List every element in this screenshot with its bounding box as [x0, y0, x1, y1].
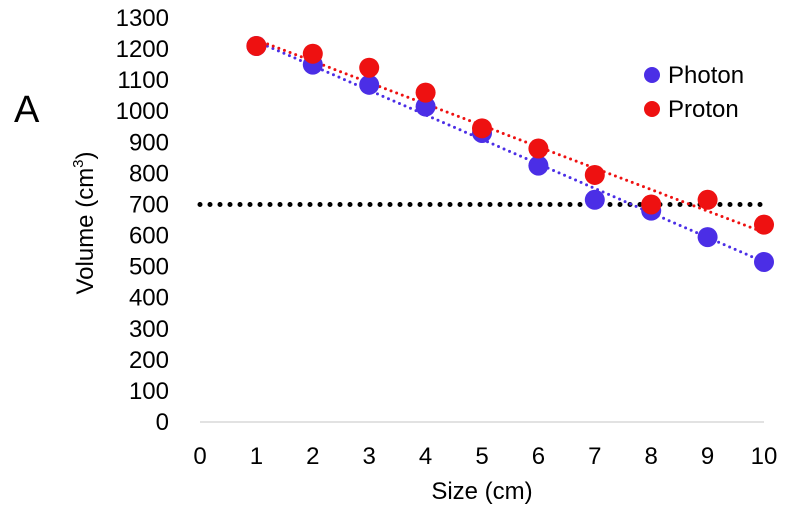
plot-area: [197, 35, 774, 423]
photon-point: [754, 251, 774, 272]
photon-trendline: [254, 39, 766, 264]
y-tick-label: 900: [129, 129, 169, 156]
photon-legend-label: Photon: [668, 62, 744, 89]
y-axis-title-close: ): [72, 151, 99, 159]
x-tick-label: 1: [250, 443, 263, 470]
x-tick-label: 3: [363, 443, 376, 470]
x-tick-label: 4: [419, 443, 432, 470]
photon-point: [528, 155, 549, 176]
y-tick-label: 800: [129, 160, 169, 187]
x-tick-label: 9: [701, 443, 714, 470]
y-tick-label: 600: [129, 223, 169, 250]
x-tick-label: 6: [532, 443, 545, 470]
y-tick-label: 1200: [116, 36, 169, 63]
y-axis-title-superscript: 3: [70, 159, 87, 167]
x-tick-label: 7: [588, 443, 601, 470]
y-tick-label: 400: [129, 285, 169, 312]
y-axis-title: Volume (cm3): [70, 151, 99, 294]
proton-point: [472, 118, 492, 139]
y-tick-label: 1100: [117, 67, 169, 94]
proton-point: [302, 43, 323, 64]
y-tick-label: 0: [156, 409, 169, 436]
y-tick-label: 500: [129, 254, 169, 281]
proton-point: [415, 82, 436, 103]
photon-point: [359, 74, 380, 95]
photon-legend-marker: [644, 67, 660, 83]
trendline-layer: [254, 38, 766, 264]
proton-trendline: [254, 38, 766, 234]
photon-point: [415, 96, 436, 117]
y-tick-label: 100: [129, 378, 169, 405]
x-axis-title: Size (cm): [431, 478, 532, 505]
legend: Photon Proton: [644, 62, 744, 123]
y-tick-label: 300: [129, 316, 169, 343]
y-tick-label: 200: [129, 347, 169, 374]
proton-legend-label: Proton: [668, 96, 739, 123]
x-tick-label: 0: [193, 443, 206, 470]
photon-point: [584, 189, 605, 210]
x-tick-label: 10: [751, 443, 778, 470]
points-layer: [246, 35, 774, 272]
y-tick-label: 1300: [116, 5, 169, 32]
x-tick-label: 5: [475, 443, 488, 470]
y-tick-labels: 0 100 200 300 400 500 600 700 800 900 1000 1100 1200…: [116, 5, 169, 436]
x-tick-label: 2: [306, 443, 319, 470]
y-tick-label: 1000: [116, 98, 169, 125]
proton-point: [528, 138, 549, 159]
x-tick-labels: 0 1 2 3 4 5 6 7 8 9 10: [193, 443, 777, 470]
proton-point: [246, 35, 267, 56]
proton-point: [584, 164, 605, 185]
proton-point: [754, 214, 774, 235]
photon-point: [697, 227, 718, 248]
y-tick-label: 700: [129, 191, 169, 218]
proton-point: [359, 57, 380, 78]
panel-label: A: [14, 89, 40, 131]
x-tick-label: 8: [645, 443, 658, 470]
y-axis-title-main: Volume (cm: [72, 168, 99, 295]
proton-point: [641, 194, 662, 215]
proton-legend-marker: [644, 101, 660, 117]
proton-point: [697, 189, 718, 210]
